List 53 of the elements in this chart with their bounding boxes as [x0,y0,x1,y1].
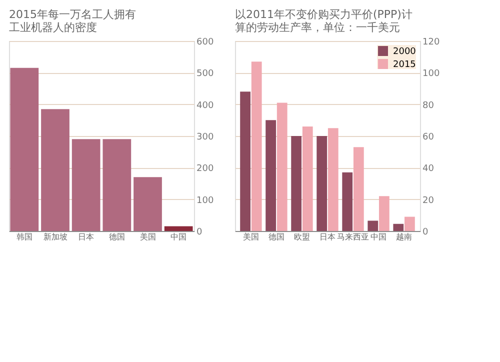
bar [302,126,313,231]
legend-label: 2015 [393,60,416,70]
text: 以2011年不变价购买力平价(PPP)计 [235,8,412,21]
bar [368,220,378,231]
bar [102,139,132,231]
bar [276,102,288,231]
text: 工业机器人的密度 [9,21,97,34]
x-tick-label: 韩国 [16,232,32,242]
y-tick-label: 120 [422,38,440,48]
x-tick-label: 中国 [170,232,187,242]
text: 算的劳动生产率，单位：一千美元 [235,21,400,34]
x-tick-label: 日本 [78,232,94,242]
bar [134,177,162,231]
x-tick-label: 新加坡 [43,232,68,242]
x-tick-label: 德国 [268,232,284,242]
x-tick-label: 中国 [370,232,387,242]
y-tick-label: 0 [422,228,428,238]
y-tick-label: 80 [422,100,434,111]
bar [378,196,390,231]
bar [251,62,262,231]
legend-label: 2000 [393,47,416,57]
x-tick-label: 欧盟 [294,232,310,242]
x-tick-label: 马来西亚 [337,232,370,242]
bar [10,68,39,231]
bar [164,226,193,231]
bar [266,120,276,231]
bar [328,128,338,231]
y-tick-label: 100 [196,196,214,206]
y-tick-label: 60 [422,132,434,142]
y-tick-label: 20 [422,196,434,206]
bar [393,224,404,231]
x-tick-label: 越南 [396,232,412,242]
bar [291,136,302,231]
x-tick-label: 美国 [140,232,156,242]
bar [404,216,415,231]
y-tick-label: 200 [196,164,214,174]
y-tick-label: 400 [196,100,214,111]
bar [316,136,328,231]
y-tick-label: 40 [422,164,434,174]
x-tick-label: 日本 [320,232,336,242]
x-tick-label: 美国 [242,232,259,242]
x-tick-label: 德国 [108,232,125,242]
bar [342,172,353,231]
bar [240,92,250,231]
bar [72,139,100,231]
text: 2015年每一万名工人拥有 [9,8,136,21]
bar [353,147,364,231]
y-tick-label: 100 [422,69,440,80]
y-tick-label: 0 [196,228,202,238]
y-tick-label: 600 [196,38,214,48]
y-tick-label: 300 [196,132,214,142]
bar [41,109,70,231]
y-tick-label: 500 [196,69,214,80]
